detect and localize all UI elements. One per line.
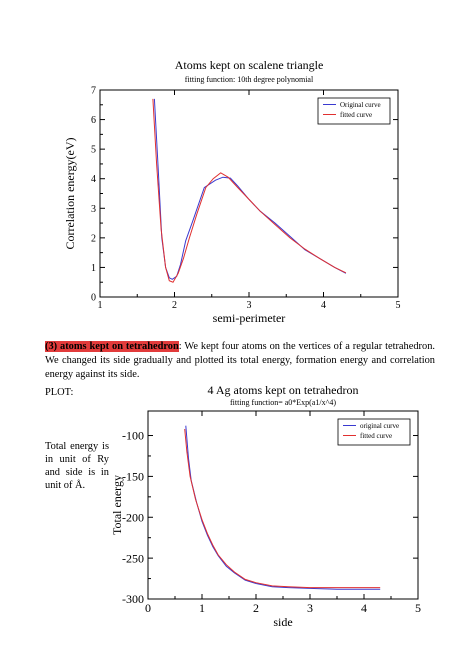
x-tick-label: 5 [415,601,421,615]
chart-scalene-triangle: Atoms kept on scalene triangle fitting fu… [63,58,401,325]
x-tick-label: 5 [396,300,401,311]
legend-label: fitted curve [360,432,392,440]
x-tick-label: 4 [321,300,326,311]
chart-title: 4 Ag atoms kept on tetrahedron [208,385,359,397]
legend-label: original curve [360,422,399,430]
series-line-2 [152,98,347,283]
y-tick-label: -100 [122,429,144,443]
x-tick-label: 2 [253,601,259,615]
x-tick-label: 0 [145,601,151,615]
series-line-2 [184,428,381,589]
y-tick-label: -200 [122,510,144,524]
y-tick-label: -300 [122,592,144,606]
section-heading-highlight: (3) atoms kept on tetrahedron [45,341,179,352]
legend-box [337,418,411,446]
x-axis-label: side [273,615,292,629]
series-line-1 [153,98,347,280]
y-tick-label: 7 [91,86,96,97]
y-axis-label: Correlation energy(eV) [63,137,77,249]
y-tick-label: 1 [91,263,96,274]
plot-label: PLOT: [45,387,74,398]
legend-box [317,97,391,125]
paragraph-body: : We kept four atoms on the vertices of … [45,341,435,380]
y-tick-label: -150 [122,470,144,484]
x-tick-label: 3 [307,601,313,615]
x-tick-label: 1 [98,300,103,311]
units-note: Total energy is in unit of Ry and side i… [45,441,109,491]
legend-label: Original curve [340,101,381,109]
y-tick-label: -250 [122,551,144,565]
paragraph-tetrahedron: (3) atoms kept on tetrahedron: We kept f… [45,340,435,382]
x-tick-label: 1 [199,601,205,615]
legend-label: fitted curve [340,111,372,119]
x-axis-label: semi-perimeter [213,311,286,325]
y-tick-label: 2 [91,233,96,244]
y-tick-label: 5 [91,145,96,156]
x-tick-label: 4 [361,601,367,615]
series-line-1 [185,425,381,590]
y-tick-label: 6 [91,115,96,126]
y-axis-label: Total energy [110,475,124,535]
x-tick-label: 2 [172,300,177,311]
y-tick-label: 4 [91,174,96,185]
x-tick-label: 3 [247,300,252,311]
chart-title: Atoms kept on scalene triangle [175,58,324,72]
chart-subtitle: fitting function= a0*Exp(a1/x^4) [230,398,336,407]
chart-subtitle: fitting function: 10th degree polynomial [185,75,314,84]
y-tick-label: 3 [91,204,96,215]
y-tick-label: 0 [91,293,96,304]
